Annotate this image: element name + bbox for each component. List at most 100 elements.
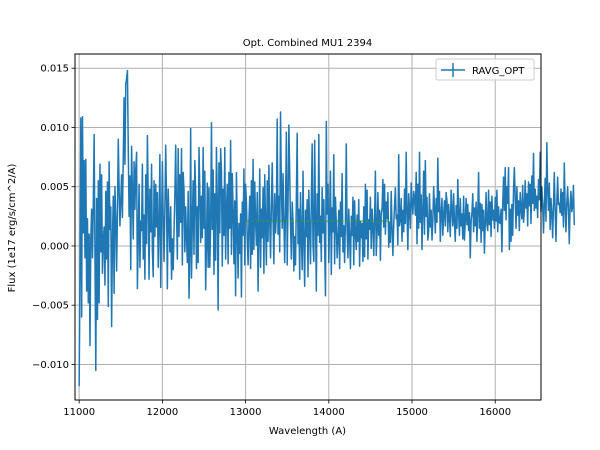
data-point	[452, 225, 454, 227]
data-point	[171, 238, 173, 240]
data-point	[216, 200, 218, 202]
data-point	[176, 258, 178, 260]
data-point	[88, 233, 90, 235]
data-point	[123, 97, 125, 99]
data-point	[289, 170, 291, 172]
data-point	[293, 270, 295, 272]
data-point	[170, 278, 173, 280]
data-point	[453, 221, 456, 223]
data-point	[173, 231, 175, 233]
data-point	[185, 206, 187, 208]
data-point	[130, 269, 132, 271]
data-point	[92, 202, 94, 204]
data-point	[447, 231, 449, 233]
data-point	[223, 234, 225, 236]
data-point	[167, 188, 169, 190]
data-point	[475, 201, 477, 203]
data-point	[247, 264, 249, 266]
data-point	[424, 160, 426, 162]
data-point	[106, 181, 109, 183]
data-point	[556, 202, 558, 204]
data-point	[138, 183, 140, 185]
data-point	[565, 231, 567, 233]
data-point	[356, 214, 358, 216]
data-point	[117, 138, 119, 140]
data-point	[178, 235, 180, 238]
data-point	[180, 221, 182, 223]
data-point	[335, 222, 337, 225]
data-point	[162, 218, 164, 220]
data-point	[489, 201, 491, 203]
data-point	[458, 234, 461, 236]
data-point	[269, 257, 272, 259]
data-point	[427, 239, 429, 241]
data-point	[550, 197, 552, 200]
data-point	[501, 251, 503, 253]
x-axis-ticks: 11000 12000 13000 14000 15000 16000	[63, 400, 511, 418]
data-point	[195, 267, 198, 270]
data-point	[415, 171, 417, 174]
data-point	[276, 118, 278, 120]
data-point	[426, 196, 428, 198]
data-point	[372, 224, 374, 226]
data-point	[522, 221, 525, 223]
data-point	[360, 237, 362, 239]
data-point	[86, 290, 88, 292]
data-point	[300, 234, 302, 236]
data-point	[442, 234, 444, 236]
data-point	[382, 179, 384, 181]
data-point	[383, 183, 386, 185]
data-point	[443, 214, 445, 216]
data-point	[244, 183, 247, 185]
data-point	[225, 211, 228, 213]
data-point	[296, 132, 298, 134]
data-point	[507, 202, 509, 204]
data-point	[515, 227, 517, 229]
data-point	[568, 242, 570, 245]
data-point	[180, 148, 183, 150]
data-point	[465, 197, 467, 200]
data-point	[126, 69, 129, 72]
data-point	[377, 192, 379, 194]
data-point	[285, 131, 287, 133]
data-point	[264, 224, 267, 226]
data-point	[409, 227, 411, 229]
data-point	[289, 224, 292, 226]
data-point	[115, 216, 117, 219]
data-point	[227, 263, 229, 265]
data-point	[231, 173, 233, 175]
data-point	[311, 143, 313, 145]
data-point	[563, 162, 565, 164]
data-point	[200, 241, 202, 243]
data-point	[430, 209, 432, 212]
data-point	[273, 263, 275, 265]
data-point	[160, 224, 163, 226]
data-point	[112, 195, 114, 197]
data-point	[341, 173, 343, 175]
data-point	[395, 218, 397, 220]
data-point	[509, 208, 511, 210]
legend-label-ravg-opt: RAVG_OPT	[472, 66, 525, 77]
data-point	[128, 215, 130, 217]
data-point	[194, 160, 196, 162]
data-point	[357, 240, 359, 242]
data-point	[286, 264, 288, 266]
data-point	[222, 188, 224, 190]
data-point	[329, 219, 331, 221]
data-point	[402, 209, 404, 212]
data-point	[418, 227, 420, 229]
data-point	[385, 201, 387, 203]
data-point	[159, 154, 161, 156]
data-point	[383, 226, 385, 228]
data-point	[512, 188, 515, 190]
data-point	[435, 197, 437, 200]
data-point	[438, 211, 440, 213]
data-point	[234, 200, 236, 202]
data-point	[265, 264, 267, 266]
series-layer	[78, 69, 576, 387]
data-point	[355, 248, 357, 251]
data-point	[102, 239, 104, 241]
data-point	[469, 257, 471, 259]
data-point	[199, 189, 201, 191]
data-point	[342, 251, 344, 253]
